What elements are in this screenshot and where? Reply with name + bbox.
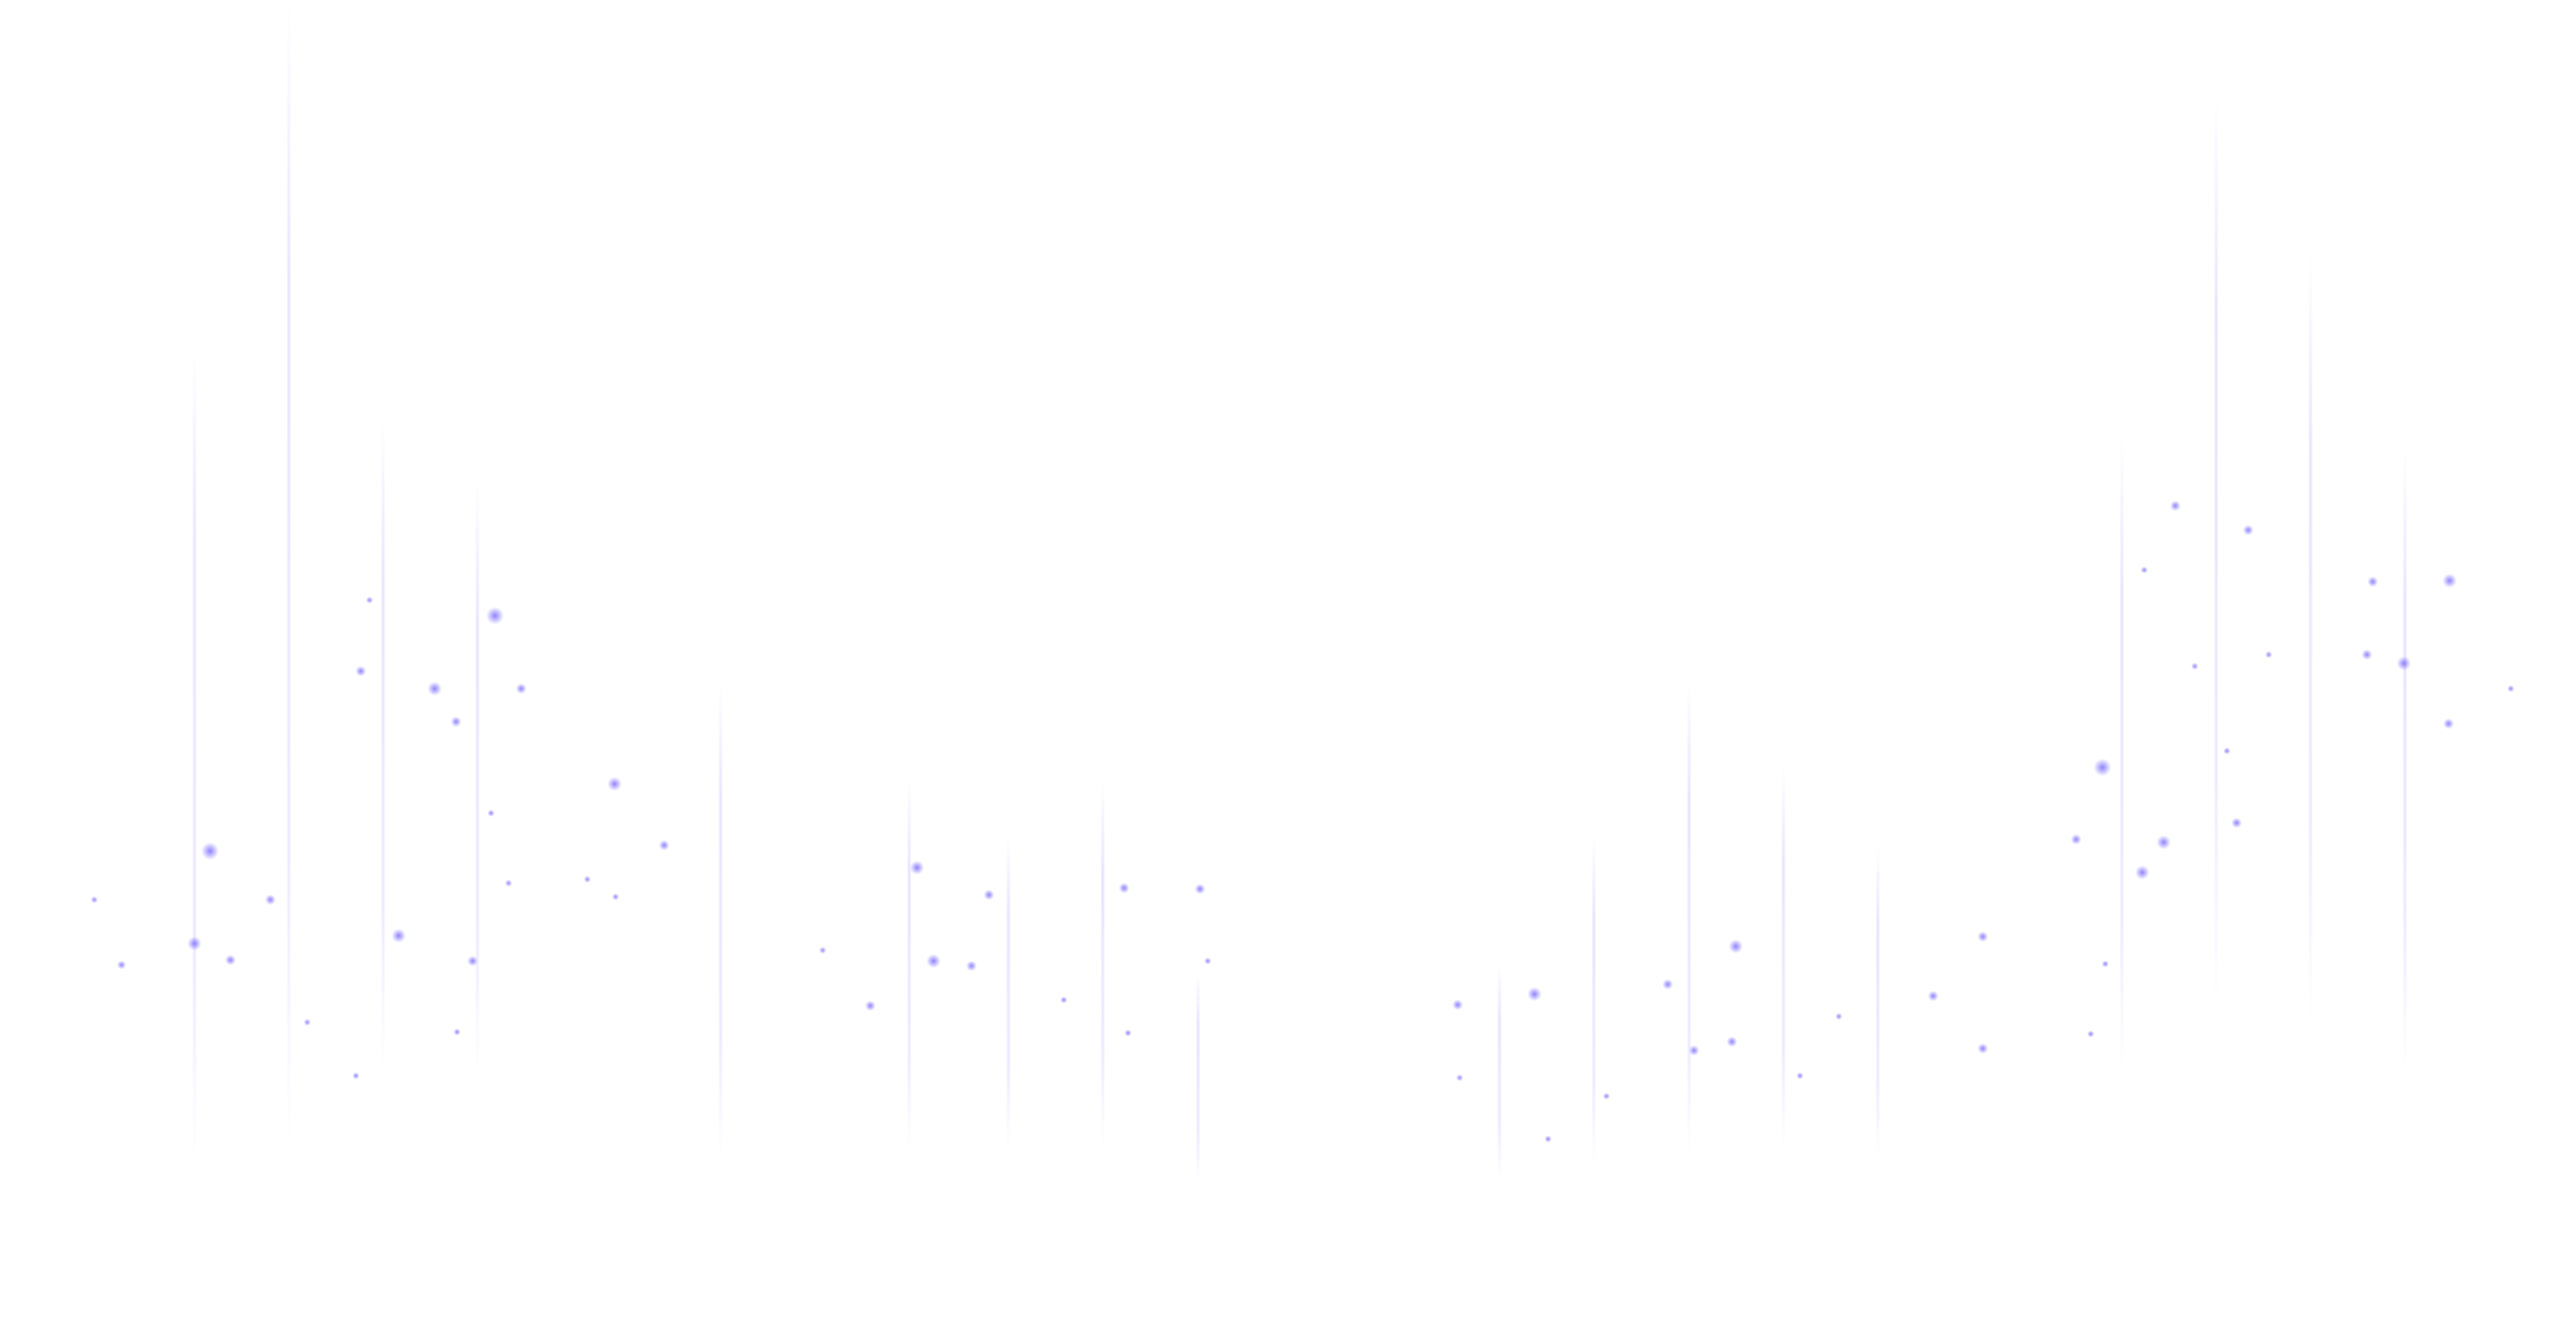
particle-dot xyxy=(366,596,373,604)
particle-dot xyxy=(487,809,495,817)
particle-dot xyxy=(303,1018,311,1026)
particle-dot xyxy=(2242,524,2254,536)
particle-dot xyxy=(2087,1030,2095,1038)
light-beam xyxy=(719,681,723,1157)
particle-dot xyxy=(865,1000,876,1012)
particle-dot xyxy=(607,776,622,792)
particle-dot xyxy=(1688,1045,1700,1056)
particle-dot xyxy=(1060,996,1068,1004)
particle-dot xyxy=(909,860,925,875)
particle-dot xyxy=(1977,931,1989,943)
particle-dot xyxy=(2140,566,2148,574)
particle-dot xyxy=(1835,1013,1843,1020)
particle-dot xyxy=(2156,835,2171,850)
light-beam xyxy=(1006,836,1010,1148)
particle-dot xyxy=(1977,1043,1989,1054)
particle-dot xyxy=(2223,747,2231,755)
light-beam xyxy=(907,778,911,1148)
particle-dot xyxy=(983,889,995,901)
light-beam-group xyxy=(193,0,2407,1182)
particle-dot xyxy=(1927,990,1939,1002)
particle-dot xyxy=(1662,979,1674,990)
particle-dot xyxy=(2135,865,2150,880)
light-beam xyxy=(287,0,291,1148)
light-beam xyxy=(1101,778,1105,1148)
particle-dot xyxy=(187,936,202,951)
particle-dot xyxy=(391,928,406,943)
light-beam xyxy=(2403,447,2407,1070)
particle-dot xyxy=(1452,999,1464,1011)
light-beam xyxy=(2214,97,2218,1002)
light-beam xyxy=(1876,846,1880,1157)
particle-dot xyxy=(90,896,98,904)
light-beam xyxy=(2120,438,2124,1070)
light-beam xyxy=(1782,768,1785,1148)
particle-dot xyxy=(427,681,442,696)
particle-dot xyxy=(2094,759,2111,776)
particle-dot xyxy=(966,960,977,972)
light-beam xyxy=(193,345,196,1167)
particle-dot xyxy=(265,894,276,906)
particle-dot xyxy=(453,1028,461,1036)
particle-dot xyxy=(1544,1135,1552,1143)
particle-dot xyxy=(1456,1074,1464,1082)
particle-dot xyxy=(2361,649,2373,660)
particle-dot xyxy=(1603,1092,1610,1100)
particle-dot xyxy=(201,842,219,860)
particle-dot xyxy=(467,955,478,967)
particle-dot xyxy=(1728,939,1744,954)
particle-dot xyxy=(1726,1036,1738,1048)
particle-dot xyxy=(1527,986,1542,1002)
particle-dot xyxy=(926,953,941,969)
particle-dot xyxy=(583,875,591,883)
light-beam xyxy=(476,477,479,1075)
particle-dot xyxy=(819,946,827,954)
particle-dot xyxy=(225,954,236,966)
particle-dot xyxy=(515,683,527,694)
light-beam xyxy=(1196,973,1200,1182)
particle-dot xyxy=(658,839,670,851)
particle-dot xyxy=(1194,883,1206,895)
particle-dot xyxy=(2070,834,2082,845)
particle-dot xyxy=(612,893,619,901)
particle-dot xyxy=(1204,957,1212,965)
particle-dot xyxy=(2442,573,2457,588)
light-beam xyxy=(1592,836,1596,1162)
particle-dot xyxy=(2101,960,2109,968)
particle-dot xyxy=(1124,1029,1132,1037)
light-beam xyxy=(1687,681,1691,1153)
particle-dot xyxy=(2191,662,2199,670)
particle-dot xyxy=(2231,817,2242,829)
light-beam xyxy=(1498,963,1501,1182)
particle-dot xyxy=(352,1072,360,1080)
particle-dot xyxy=(2265,651,2273,658)
particle-group xyxy=(90,500,2515,1143)
particle-dot xyxy=(2170,500,2181,512)
particle-dot xyxy=(2443,718,2454,730)
particle-dot xyxy=(2367,576,2379,587)
particle-dot xyxy=(486,607,504,624)
particle-dot xyxy=(355,665,367,677)
particle-dot xyxy=(505,879,512,887)
light-beam xyxy=(381,418,385,1070)
particle-dot xyxy=(450,716,462,728)
particle-dot xyxy=(117,960,126,970)
light-beam xyxy=(2309,253,2312,1021)
particle-dot xyxy=(2507,685,2515,693)
particle-dot xyxy=(2396,656,2412,671)
particle-dot xyxy=(1118,882,1130,894)
particle-dot xyxy=(1796,1072,1804,1080)
